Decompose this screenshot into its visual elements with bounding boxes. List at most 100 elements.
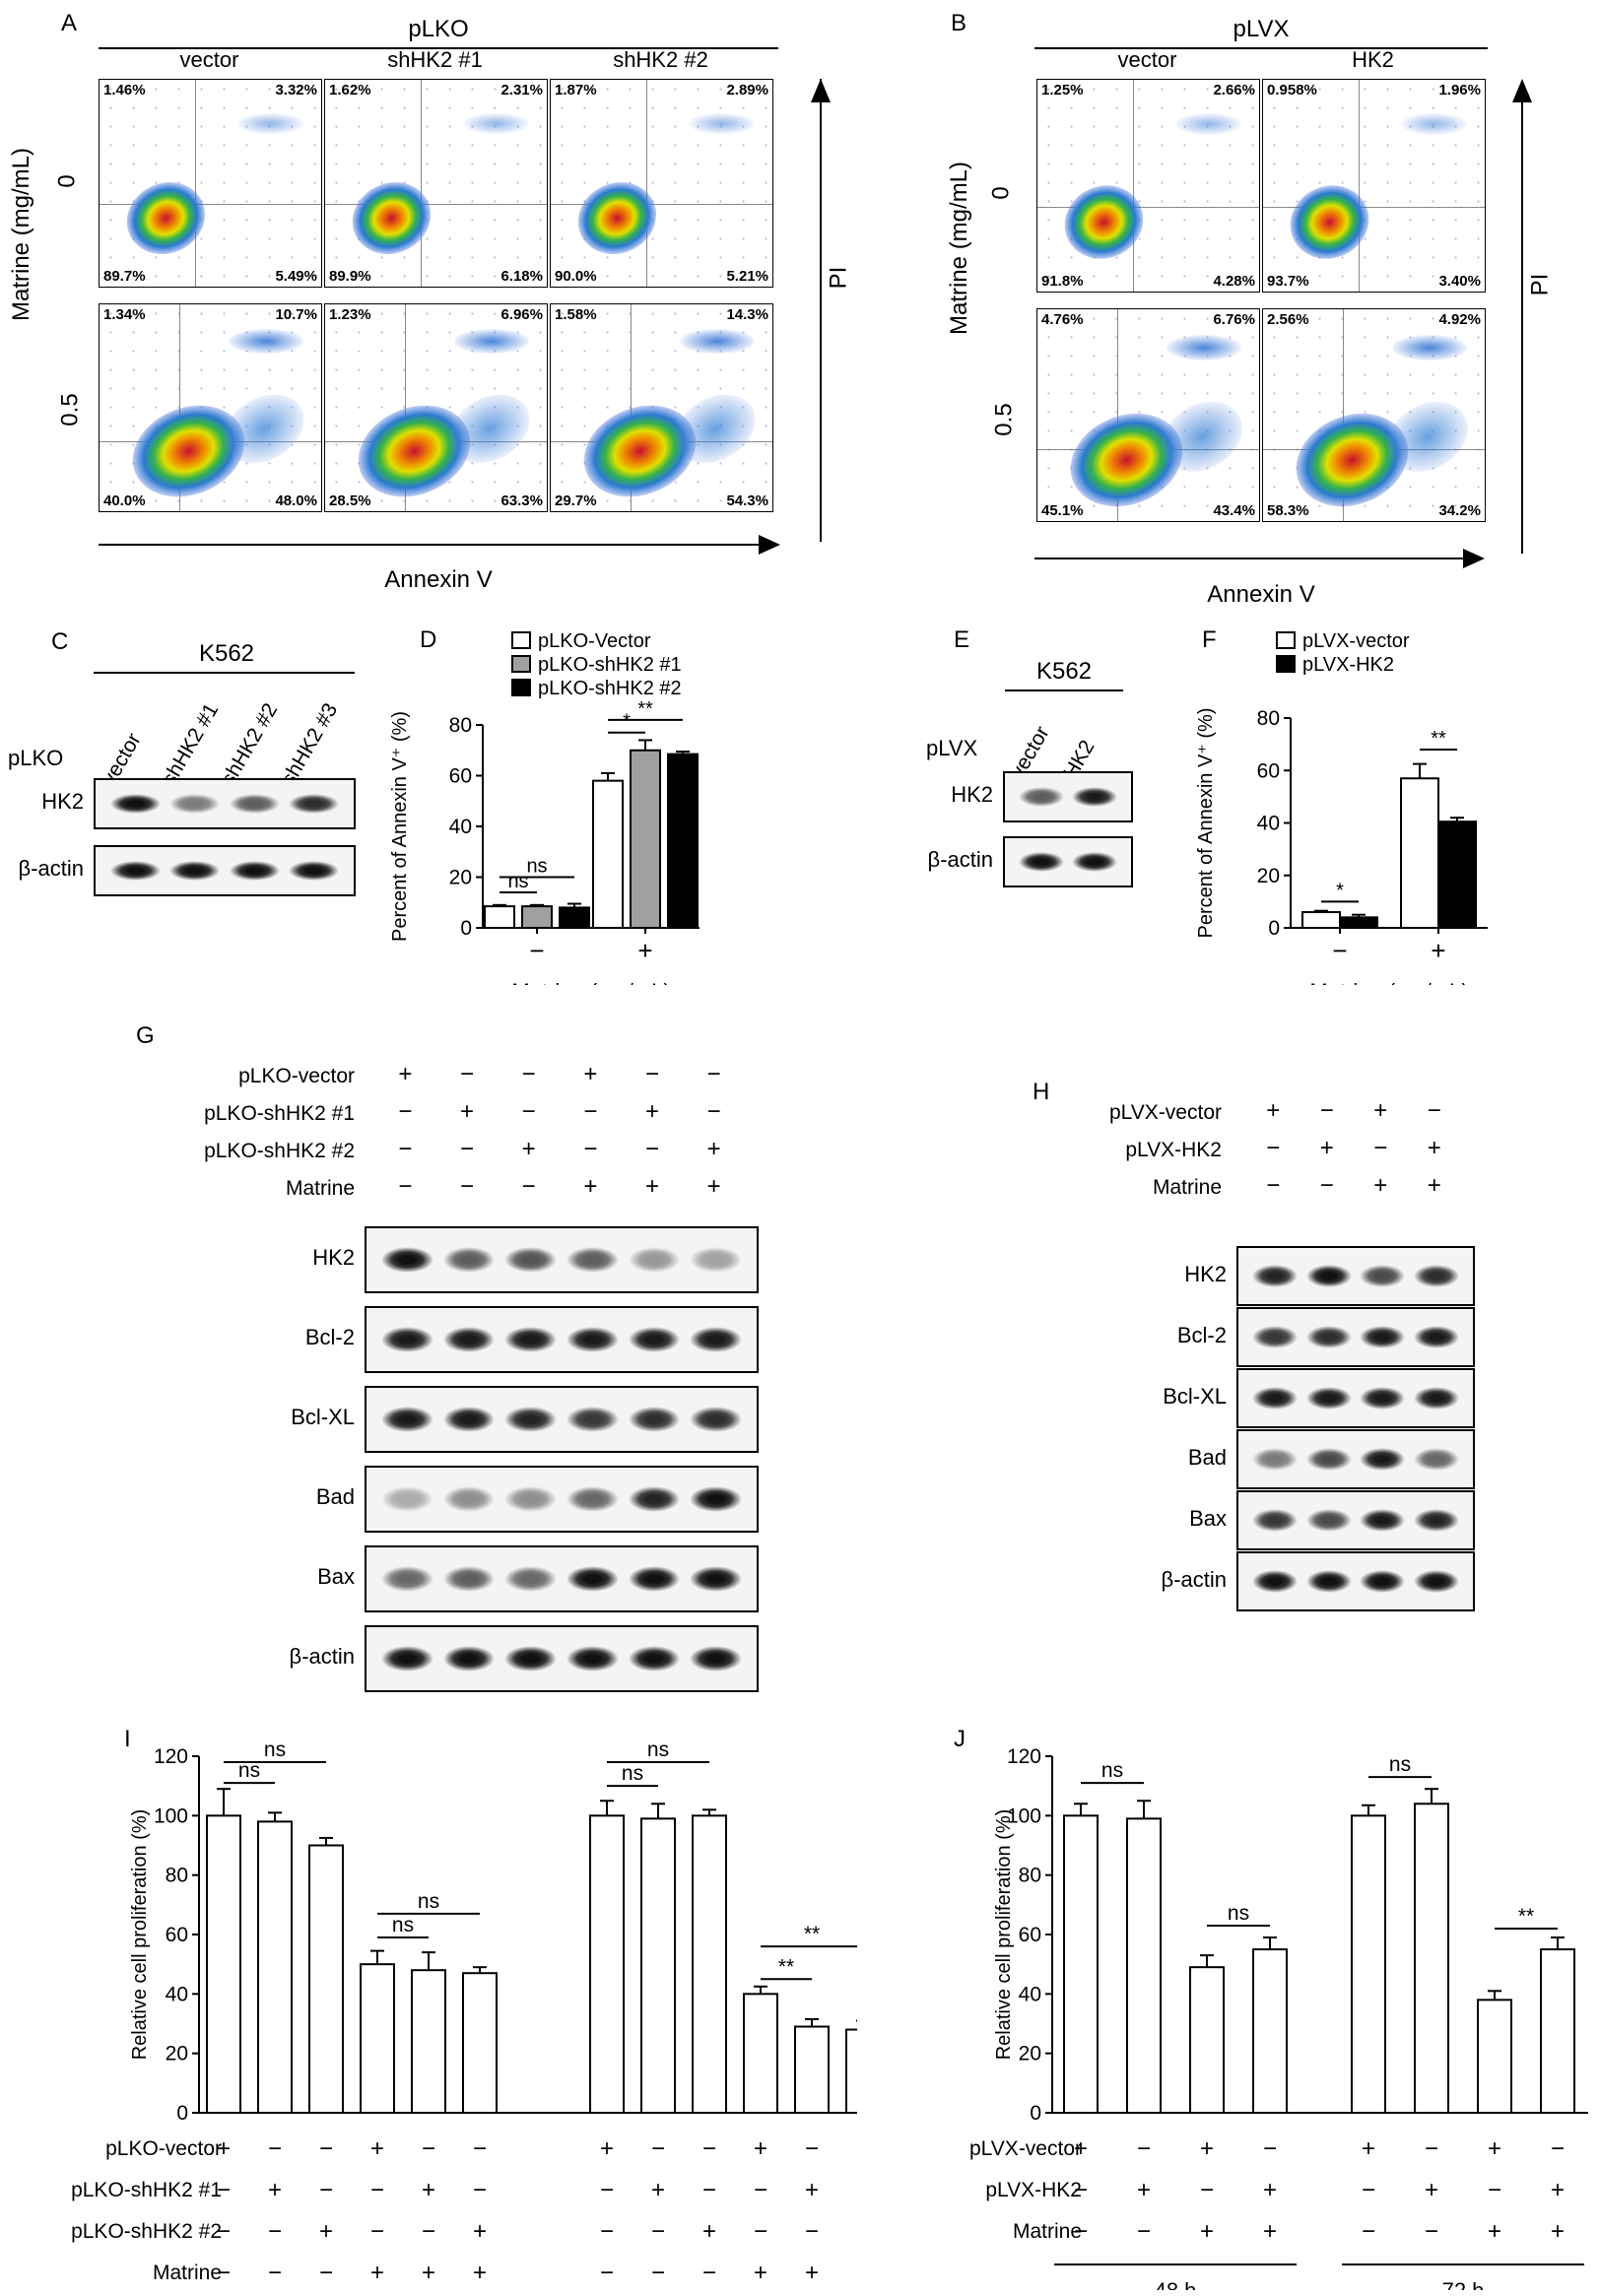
condition-sign: + <box>1488 2218 1501 2245</box>
protein-label: β-actin <box>927 847 993 872</box>
significance-label: ** <box>637 698 653 720</box>
protein-band <box>628 1486 681 1512</box>
condition-sign: + <box>473 2260 487 2286</box>
chart-proliferation-plko: 0 20 40 60 80 100 120 Relative cell proliferati… <box>71 1738 857 2286</box>
condition-sign: − <box>1200 2177 1214 2203</box>
row-label-05: 0.5 <box>990 403 1018 436</box>
condition-sign: − <box>459 1136 474 1162</box>
significance-label: ns <box>264 1738 286 1761</box>
cell-line-label: K562 <box>198 640 255 667</box>
protein-band <box>628 1327 681 1352</box>
condition-label: Matrine <box>1152 1176 1222 1199</box>
bar <box>1301 911 1341 929</box>
blot-membrane <box>94 778 356 829</box>
lane-label: shHK2 #1 <box>157 699 223 790</box>
cell-population <box>453 329 529 355</box>
y-tick-label: 120 <box>1007 1745 1041 1768</box>
protein-band <box>1252 1509 1299 1532</box>
condition-sign: − <box>319 2260 333 2286</box>
condition-label: pLVX-vector <box>969 2137 1082 2160</box>
condition-sign: − <box>706 1098 721 1125</box>
blot-membrane <box>1236 1246 1475 1306</box>
condition-sign: + <box>583 1173 598 1200</box>
x-axis-label: Matrine (mg/mL) <box>511 979 670 985</box>
condition-sign: + <box>651 2177 665 2203</box>
condition-sign: − <box>856 2135 857 2162</box>
protein-band <box>567 1566 619 1592</box>
blot-membrane <box>365 1226 759 1293</box>
protein-band <box>169 861 221 881</box>
condition-sign: + <box>706 1136 721 1162</box>
group-label: 72 h <box>1442 2278 1485 2290</box>
quadrant-percentage: 6.76% <box>1213 311 1255 328</box>
quadrant-percentage: 2.56% <box>1267 311 1309 328</box>
protein-band <box>442 1646 496 1672</box>
x-arrow-line <box>99 544 768 546</box>
bar <box>484 905 515 929</box>
bar <box>630 749 661 929</box>
quadrant-percentage: 2.31% <box>500 82 543 98</box>
protein-label: HK2 <box>41 789 84 814</box>
flow-plot: 1.25% 2.66% 91.8% 4.28% <box>1036 79 1260 293</box>
condition-sign: + <box>600 2135 614 2162</box>
condition-sign: − <box>521 1061 536 1087</box>
condition-sign: + <box>1373 1097 1388 1124</box>
protein-band <box>442 1327 496 1352</box>
quadrant-percentage: 1.25% <box>1041 82 1084 98</box>
group-label-plvx: pLVX <box>1233 16 1290 42</box>
protein-band <box>289 794 340 814</box>
quadrant-percentage: 58.3% <box>1267 502 1309 519</box>
protein-band <box>504 1566 557 1592</box>
x-axis-label: Annexin V <box>384 566 493 593</box>
protein-band <box>1252 1387 1299 1410</box>
scatter-dots <box>100 80 321 287</box>
condition-sign: + <box>422 2177 435 2203</box>
condition-label: Matrine <box>1013 2220 1082 2243</box>
condition-sign: + <box>521 1136 536 1162</box>
quadrant-percentage: 6.18% <box>500 268 543 285</box>
protein-band <box>567 1327 619 1352</box>
quadrant-percentage: 1.46% <box>103 82 146 98</box>
y-tick-label: 20 <box>1019 2043 1041 2066</box>
significance-label: ns <box>1389 1753 1411 1776</box>
flow-plot: 2.56% 4.92% 58.3% 34.2% <box>1262 308 1486 522</box>
protein-band <box>1360 1448 1406 1471</box>
flow-plot: 1.87% 2.89% 90.0% 5.21% <box>550 79 773 288</box>
bar <box>1351 1814 1386 2114</box>
panel-letter-g: G <box>136 1022 155 1049</box>
significance-label: ns <box>507 871 528 892</box>
protein-band <box>442 1566 496 1592</box>
quadrant-percentage: 34.2% <box>1438 502 1481 519</box>
condition-sign: − <box>398 1136 413 1162</box>
significance-label: * <box>1336 880 1344 901</box>
blot-membrane <box>365 1466 759 1533</box>
quadrant-percentage: 1.96% <box>1438 82 1481 98</box>
blot-membrane <box>1236 1307 1475 1367</box>
blot-membrane <box>1236 1490 1475 1550</box>
x-arrow-line <box>1034 558 1473 559</box>
condition-label: pLKO-shHK2 #2 <box>71 2220 222 2243</box>
quadrant-percentage: 10.7% <box>275 306 317 323</box>
protein-label: Bcl-XL <box>291 1405 355 1429</box>
bar <box>559 906 590 929</box>
bar <box>462 1972 498 2114</box>
protein-band <box>1305 1448 1352 1471</box>
cell-population <box>1400 113 1467 135</box>
scatter-dots <box>1263 80 1485 292</box>
arrow-right-icon <box>759 535 780 555</box>
condition-sign: − <box>651 2218 665 2245</box>
condition-sign: − <box>1074 2177 1088 2203</box>
condition-sign: + <box>1137 2177 1151 2203</box>
flow-plot: 0.958% 1.96% 93.7% 3.40% <box>1262 79 1486 293</box>
column-label: vector <box>179 47 239 72</box>
column-label: vector <box>1117 47 1177 72</box>
y-tick-label: 60 <box>1257 759 1280 782</box>
cell-population <box>1174 113 1241 135</box>
protein-band <box>567 1247 619 1273</box>
protein-band <box>442 1247 496 1273</box>
y-axis-label: Relative cell proliferation (%) <box>129 1809 151 2061</box>
condition-sign: + <box>1263 2218 1277 2245</box>
y-tick-label: 120 <box>154 1745 188 1768</box>
protein-band <box>1360 1326 1406 1348</box>
blot-membrane <box>365 1545 759 1612</box>
